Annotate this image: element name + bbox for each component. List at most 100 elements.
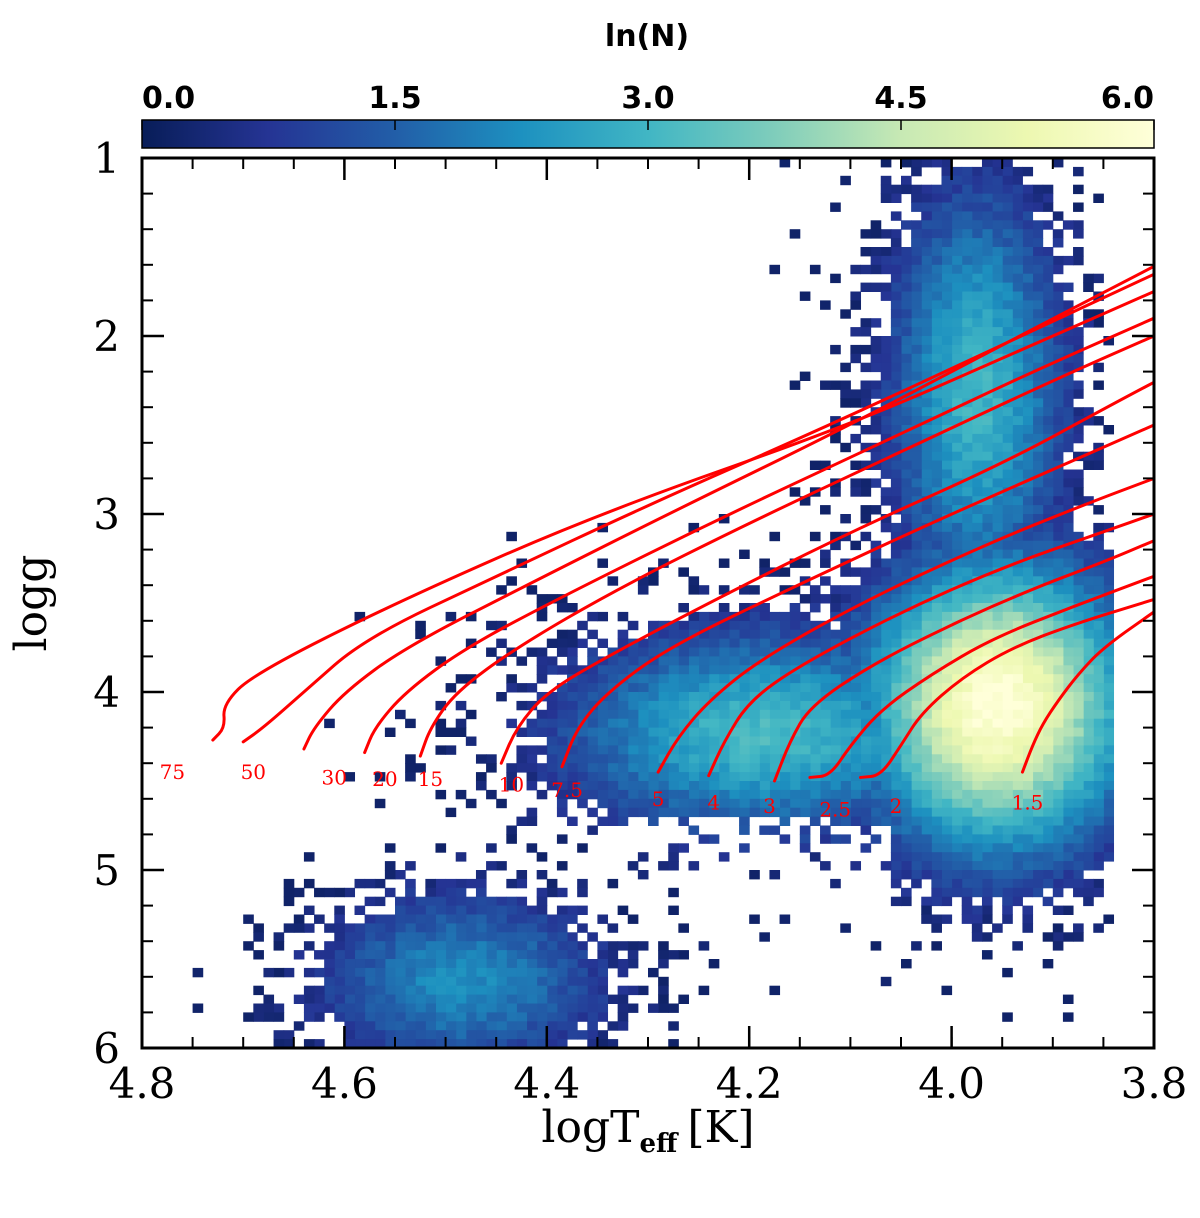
heatmap-cell [1002,967,1013,978]
heatmap-cell [850,772,862,782]
heatmap-cell [1062,336,1074,346]
heatmap-cell [1042,878,1054,889]
heatmap-cell [516,727,528,737]
heatmap-cell [698,683,710,693]
heatmap-cell [901,896,912,907]
heatmap-cell [718,763,730,773]
heatmap-cell [911,745,922,755]
heatmap-cell [971,193,983,203]
heatmap-cell [648,665,659,675]
heatmap-cell [668,1021,679,1031]
heatmap-cell [992,158,1003,168]
heatmap-cell [840,647,851,657]
heatmap-cell [799,754,811,764]
heatmap-cell [860,709,872,720]
heatmap-cell [971,442,983,453]
heatmap-cell [941,353,953,364]
heatmap-cell [1022,816,1034,826]
heatmap-cell [556,629,568,640]
heatmap-cell [728,789,740,800]
heatmap-cell [880,184,892,195]
heatmap-cell [536,994,548,1004]
heatmap-cell [1002,887,1013,898]
heatmap-cell [992,282,1003,292]
heatmap-cell [941,763,953,773]
heatmap-cell [850,540,862,551]
heatmap-cell [587,647,598,657]
heatmap-cell [1062,389,1074,399]
heatmap-cell [1022,798,1034,809]
heatmap-cell [911,843,922,853]
heatmap-cell [931,353,942,364]
heatmap-cell [779,789,791,800]
heatmap-cell [1032,603,1044,613]
heatmap-cell [971,309,983,319]
heatmap-cell [1083,540,1094,551]
heatmap-cell [395,994,406,1004]
heatmap-cell [931,789,942,800]
heatmap-cell [1073,407,1084,417]
heatmap-cell [749,736,760,746]
heatmap-cell [435,656,447,666]
heatmap-cell [1062,789,1074,800]
heatmap-cell [556,700,568,711]
heatmap-cell [769,620,781,631]
heatmap-cell [486,789,497,800]
heatmap-cell [1042,896,1054,907]
heatmap-cell [567,603,578,613]
heatmap-cell [1083,789,1094,800]
heatmap-cell [911,416,922,426]
heatmap-cell [981,754,993,764]
heatmap-cell [880,558,892,568]
track-line-30 [302,264,1154,751]
heatmap-cell [1062,416,1074,426]
heatmap-cell [678,638,689,648]
heatmap-cell [273,932,285,942]
heatmap-cell [931,674,942,684]
heatmap-cell [992,638,1003,648]
heatmap-cell [334,950,345,960]
heatmap-cell [1083,781,1094,791]
heatmap-cell [556,718,568,729]
heatmap-cell [506,878,517,889]
heatmap-cell [648,1003,659,1013]
heatmap-cell [1093,594,1104,604]
heatmap-cell [840,772,851,782]
heatmap-cell [840,798,851,809]
heatmap-cell [1062,656,1074,666]
heatmap-cell [627,861,639,871]
heatmap-cell [921,211,932,221]
heatmap-cell [820,727,831,737]
heatmap-cell [354,932,366,942]
heatmap-cell [890,433,902,444]
heatmap-cell [496,1039,507,1048]
heatmap-cell [526,959,538,969]
heatmap-cell [455,950,467,960]
heatmap-cell [698,620,710,631]
heatmap-cell [769,745,781,755]
heatmap-cell [911,772,922,782]
heatmap-cell [637,985,649,996]
heatmap-cell [506,825,517,835]
heatmap-cell [1103,816,1115,826]
heatmap-cell [668,692,679,702]
heatmap-cell [1012,665,1023,675]
heatmap-cell [1012,336,1023,346]
heatmap-cell [951,558,963,568]
heatmap-cell [1042,247,1054,257]
heatmap-cell [384,861,396,871]
heatmap-cell [951,611,963,622]
heatmap-cell [486,1039,497,1048]
heatmap-cell [779,692,791,702]
heatmap-cell [951,709,963,720]
heatmap-cell [951,585,963,595]
heatmap-cell [981,567,993,577]
heatmap-cell [688,692,700,702]
heatmap-cell [992,531,1003,542]
heatmap-cell [1012,683,1023,693]
heatmap-cell [425,1039,436,1048]
heatmap-cell [911,861,922,871]
heatmap-cell [698,754,710,764]
heatmap-cell [850,478,862,488]
heatmap-cell [890,656,902,666]
